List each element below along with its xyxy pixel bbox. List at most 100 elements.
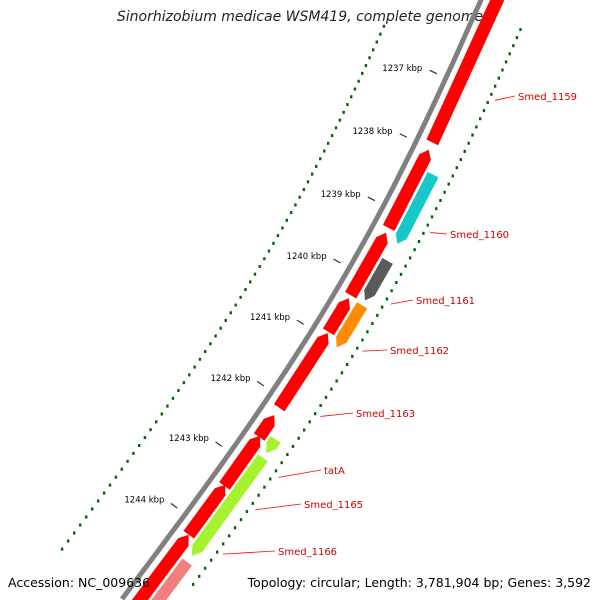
gc-dot [209,342,212,346]
skew-dot [451,174,454,178]
forward-cds-arrow [273,333,329,412]
gc-dot [368,56,371,60]
gc-dot [346,103,349,107]
skew-dot [251,501,254,505]
skew-dot [227,534,231,538]
gc-dot [137,443,141,447]
gc-dot [364,64,368,68]
skew-dot [274,469,278,473]
skew-dot [297,436,300,440]
skew-dot [263,485,266,489]
ruler-tick-label: 1241 kbp [250,313,290,323]
ruler-tick [215,441,223,447]
reverse-cds-arrow [266,436,281,453]
skew-dot [286,453,289,457]
ruler-tick-label: 1243 kbp [169,434,209,444]
gc-dot [326,141,330,145]
gc-dot [177,388,180,392]
skew-dot [371,322,374,326]
skew-dot [215,550,219,554]
skew-dot [280,461,283,465]
forward-cds-arrow [219,435,261,490]
skew-dot [239,518,243,522]
gc-dot [258,264,261,268]
gc-dot [306,180,310,184]
skew-dot [233,526,237,530]
skew-dot [447,182,450,186]
ruler-tick-label: 1240 kbp [287,252,327,262]
gc-dot [253,272,257,276]
gene-labels: Smed_1159 Smed_1160 Smed_1161 Smed_1162 Smed… [222,92,577,558]
gc-dot [315,164,318,168]
skew-dot [471,133,474,137]
skew-dot [482,109,486,113]
gc-dot [334,126,338,130]
forward-strand-cds [131,0,504,600]
gc-dot [155,420,158,424]
skew-dot [395,281,398,285]
skew-dot [291,444,295,448]
gene-label: Smed_1160 [450,230,509,241]
skew-dot [361,338,364,342]
skew-dot [209,558,213,562]
ruler-tick-label: 1242 kbp [210,374,250,384]
skew-dot [197,574,201,578]
gc-dot [171,396,175,400]
gc-dot [96,499,100,503]
gc-dot [249,280,252,284]
ruler-tick [296,319,304,325]
gc-dot [353,87,357,91]
gene-label: Smed_1163 [356,409,415,420]
gc-dot [182,381,186,385]
gc-dot [224,318,227,322]
gene-label: Smed_1159 [518,92,577,103]
skew-dot [257,493,260,497]
gc-dot [361,71,364,75]
skew-dot [366,330,369,334]
reverse-cds-arrow [191,454,268,556]
gene-label: Smed_1161 [416,296,475,307]
gc-dot [382,24,386,28]
gc-dot [73,531,76,535]
gc-dot [102,491,106,495]
ruler-tick [256,380,265,387]
forward-cds-arrow [183,484,226,539]
skew-dot [245,510,249,514]
forward-cds-arrow [322,298,350,336]
ruler-ticks: 1237 kbp 1238 kbp 1239 kbp 1240 kbp 1241 kbp… [124,64,438,509]
gc-dot [198,357,202,361]
ruler-tick-label: 1239 kbp [321,190,361,200]
skew-dot [426,223,429,227]
gc-dot [349,95,353,99]
skew-dot [390,289,393,293]
skew-dot [269,477,272,481]
gc-dot [60,547,64,551]
gc-dot [342,110,345,114]
skew-dot [376,313,379,317]
gc-dot [166,404,169,408]
gc-dot [319,157,322,161]
label-leader-line [390,299,414,305]
skew-dot [439,198,442,202]
skew-dot [314,412,317,416]
gc-dot [143,436,147,440]
label-leader-line [278,469,322,478]
gc-dot [285,218,288,222]
skew-dot [324,395,328,399]
gc-dot [357,79,360,83]
gc-dot [188,373,191,377]
gc-dot [375,40,378,44]
skew-dot [475,125,478,129]
skew-dot [356,346,359,350]
gc-dot [330,134,334,138]
gc-dot [229,311,232,315]
skew-dot [463,149,466,153]
reverse-cds-arrow [151,558,192,600]
ruler-tick-label: 1244 kbp [124,496,164,506]
gc-dot [149,428,152,432]
gc-dot [193,365,196,369]
skew-dot [385,297,389,301]
label-leader-line [222,550,276,555]
reverse-cds-arrow [364,258,393,301]
